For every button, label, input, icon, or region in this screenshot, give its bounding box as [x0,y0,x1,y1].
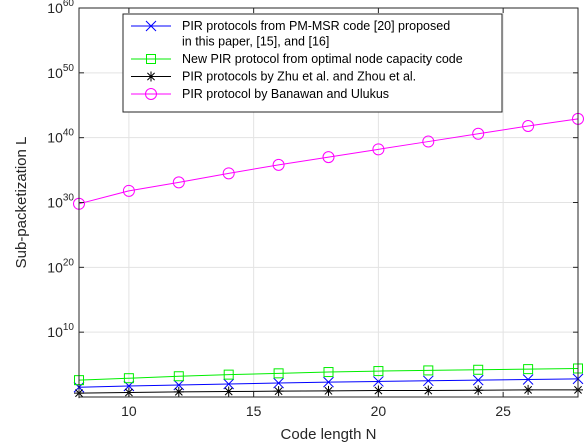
legend-entry-1: PIR protocols from PM-MSR code [20] prop… [131,19,450,49]
series-4 [73,112,584,210]
y-tick-label: 1040 [47,128,74,146]
legend-entry-2: New PIR protocol from optimal node capac… [131,52,463,66]
y-tick-label: 1030 [47,193,74,211]
legend-marker [145,88,157,100]
data-point [223,378,235,390]
legend-entry-4: PIR protocol by Banawan and Ulukus [131,87,389,101]
legend-label: New PIR protocol from optimal node capac… [182,52,463,66]
series-line [78,367,579,381]
legend-marker [145,20,157,32]
data-point [422,375,434,387]
y-axis-label: Sub-packetization L [13,137,30,269]
data-point [472,374,484,386]
legend-label: PIR protocols by Zhu et al. and Zhou et … [182,70,416,84]
data-point [322,151,335,164]
legend-label: PIR protocols from PM-MSR code [20] prop… [182,19,450,33]
data-point [473,385,484,396]
legend-box [122,13,503,113]
data-point [323,367,334,378]
y-tick-label: 1060 [47,0,74,16]
data-point [272,158,285,171]
series-2 [74,363,583,386]
data-point [373,366,384,377]
x-tick-label: 25 [495,403,511,419]
legend: PIR protocols from PM-MSR code [20] prop… [122,13,503,113]
data-point [523,364,534,375]
x-tick-label: 15 [246,403,262,419]
x-axis-label: Code length N [281,426,377,443]
legend-label: PIR protocol by Banawan and Ulukus [182,87,389,101]
series-line [78,118,579,205]
legend-label: in this paper, [15], and [16] [182,35,329,49]
data-point [522,119,535,132]
y-ticks: 1010 1020 1030 1040 1050 1060 [47,0,578,340]
data-point [123,373,134,384]
data-point [173,386,184,397]
y-tick-label: 1010 [47,322,74,340]
data-point [223,386,234,397]
series-3 [74,384,583,399]
data-point [323,385,334,396]
data-point [323,376,334,388]
data-point [423,365,434,376]
y-tick-label: 1020 [47,257,74,275]
y-tick-label: 1050 [47,63,74,81]
data-point [222,167,235,180]
data-point [522,374,534,385]
data-point [172,176,185,189]
data-point [472,127,485,140]
data-point [273,368,284,379]
legend-marker [146,54,156,64]
data-point [273,377,284,389]
data-point [223,369,234,380]
data-point [423,385,434,396]
data-point [473,364,484,375]
x-tick-label: 20 [371,403,387,419]
data-point [372,143,385,156]
data-point [373,376,384,387]
series-group [73,112,584,399]
data-point [373,385,384,396]
x-ticks: 10 15 20 25 [121,8,511,419]
legend-marker [146,71,156,82]
x-tick-label: 10 [121,403,137,419]
data-point [173,371,184,382]
data-point [422,135,435,148]
data-point [122,184,135,197]
legend-entry-3: PIR protocols by Zhu et al. and Zhou et … [131,70,416,84]
data-point [273,386,284,397]
data-point [523,384,534,395]
